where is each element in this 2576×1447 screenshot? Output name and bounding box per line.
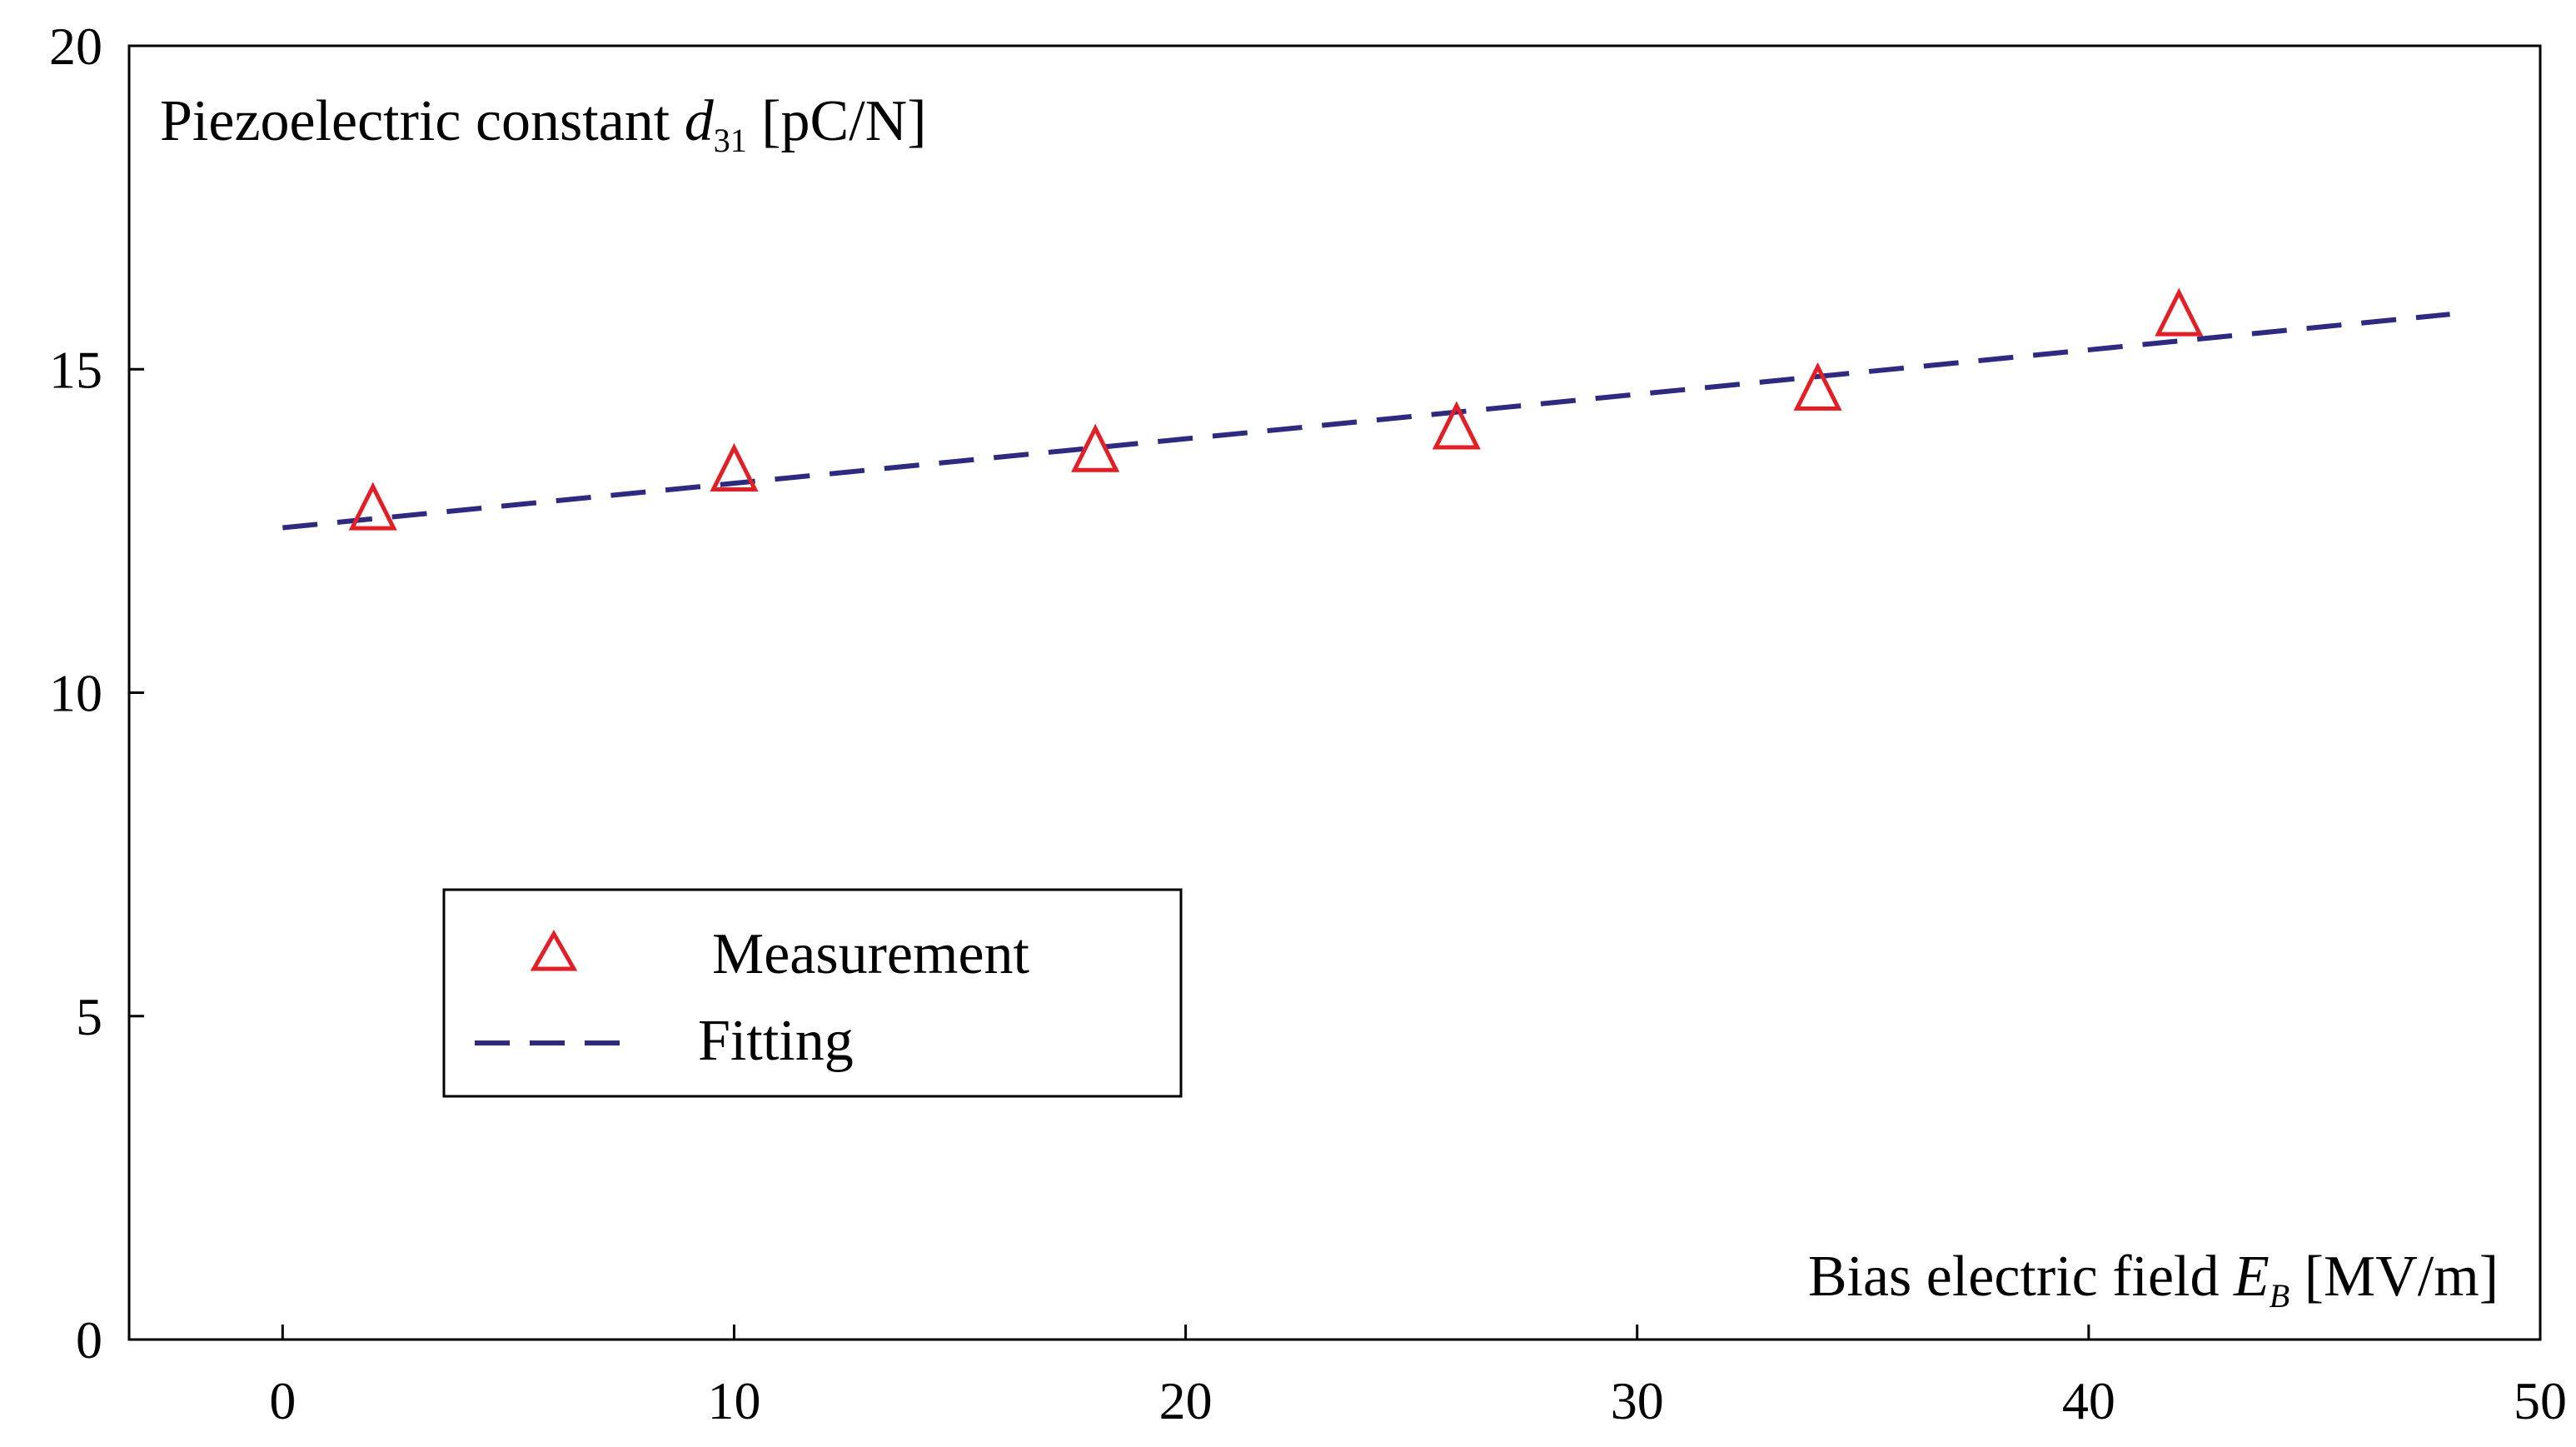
plot-frame: [127, 44, 2542, 1341]
x-axis-title-text: Bias electric field: [1808, 1245, 2234, 1309]
y-tick-label: 20: [49, 17, 102, 76]
x-axis-ticks: 0 10 20 30 40 50: [269, 1325, 2567, 1430]
y-axis-title-symbol: d: [685, 89, 715, 153]
measurement-point: [1071, 423, 1120, 472]
measurement-point: [710, 442, 759, 491]
x-tick-label: 40: [2062, 1371, 2115, 1430]
x-axis-title-symbol: E: [2233, 1245, 2270, 1309]
y-tick-label: 10: [49, 664, 102, 723]
y-tick-label: 15: [49, 340, 102, 399]
measurement-point: [1432, 401, 1481, 450]
measurement-markers: [348, 287, 2204, 531]
y-axis-ticks: 0 5 10 15 20: [49, 17, 144, 1370]
legend-fitting-label: Fitting: [698, 1009, 854, 1073]
legend: Measurement Fitting: [442, 888, 1183, 1098]
x-tick-label: 50: [2514, 1371, 2567, 1430]
x-tick-label: 30: [1611, 1371, 1664, 1430]
y-axis-title-subscript: 31: [714, 122, 747, 159]
fitting-line: [282, 312, 2450, 531]
y-axis-title-unit: [pC/N]: [747, 89, 927, 153]
y-axis-title: Piezoelectric constant d31 [pC/N]: [160, 89, 927, 159]
legend-measurement-marker: [530, 929, 578, 971]
legend-measurement-label: Measurement: [712, 922, 1030, 986]
measurement-point: [2155, 287, 2204, 337]
y-tick-label: 5: [76, 987, 102, 1046]
x-tick-label: 10: [707, 1371, 760, 1430]
y-tick-label: 0: [76, 1310, 102, 1370]
measurement-point: [348, 482, 397, 531]
y-axis-title-text: Piezoelectric constant: [160, 89, 685, 153]
x-tick-label: 0: [269, 1371, 296, 1430]
measurement-point: [1793, 362, 1842, 411]
x-axis-title-unit: [MV/m]: [2290, 1245, 2499, 1309]
legend-box: [442, 888, 1183, 1098]
x-axis-title-subscript: B: [2270, 1277, 2290, 1315]
x-axis-title: Bias electric field EB [MV/m]: [1808, 1245, 2499, 1315]
x-tick-label: 20: [1159, 1371, 1213, 1430]
